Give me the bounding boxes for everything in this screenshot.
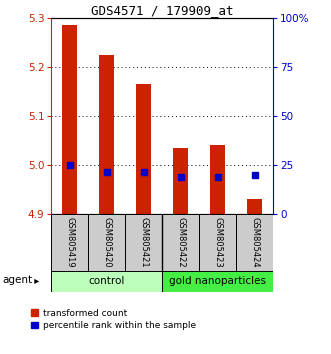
Bar <box>125 214 162 271</box>
Bar <box>51 214 88 271</box>
Bar <box>62 25 77 214</box>
Bar <box>247 199 262 214</box>
Bar <box>210 145 225 214</box>
Bar <box>99 55 114 214</box>
Bar <box>51 271 162 292</box>
Bar <box>199 214 236 271</box>
Bar <box>136 84 151 214</box>
Bar <box>88 214 125 271</box>
Bar <box>236 214 273 271</box>
Text: agent: agent <box>3 275 33 285</box>
Legend: transformed count, percentile rank within the sample: transformed count, percentile rank withi… <box>31 309 196 330</box>
Text: GSM805420: GSM805420 <box>102 217 111 268</box>
Text: GSM805419: GSM805419 <box>65 217 74 268</box>
Text: gold nanoparticles: gold nanoparticles <box>169 276 266 286</box>
Text: GSM805423: GSM805423 <box>213 217 222 268</box>
Text: GSM805422: GSM805422 <box>176 217 185 268</box>
Text: GSM805421: GSM805421 <box>139 217 148 268</box>
Text: control: control <box>89 276 125 286</box>
Bar <box>162 214 199 271</box>
Title: GDS4571 / 179909_at: GDS4571 / 179909_at <box>91 4 233 17</box>
Bar <box>173 148 188 214</box>
Bar <box>162 271 273 292</box>
Text: GSM805424: GSM805424 <box>250 217 259 268</box>
